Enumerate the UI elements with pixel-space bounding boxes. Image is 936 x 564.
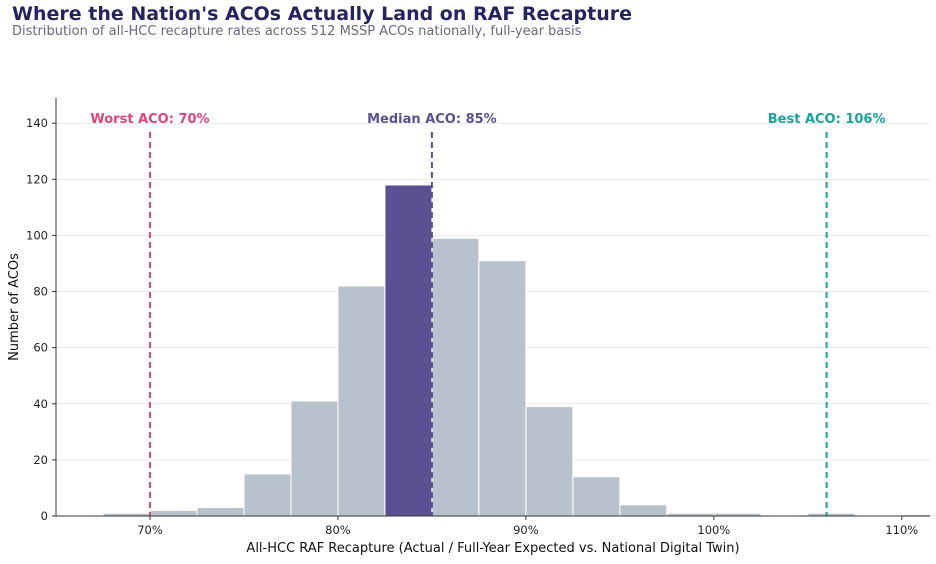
histogram-bar xyxy=(431,237,480,517)
chart-title: Where the Nation's ACOs Actually Land on… xyxy=(12,3,632,25)
x-tick-label: 80% xyxy=(325,523,351,537)
histogram-bar xyxy=(149,509,198,517)
histogram-bar xyxy=(243,473,292,517)
histogram-bar xyxy=(196,507,245,517)
y-tick-label: 60 xyxy=(33,341,48,355)
histogram-bar xyxy=(478,260,527,517)
histogram-bars xyxy=(102,184,936,517)
histogram-bar xyxy=(619,504,668,517)
y-axis-label: Number of ACOs xyxy=(7,253,22,361)
histogram-bar xyxy=(337,285,386,517)
y-tick-label: 40 xyxy=(33,397,48,411)
y-tick-label: 140 xyxy=(26,116,48,130)
x-tick-label: 90% xyxy=(513,523,539,537)
reference-lines: Worst ACO: 70% Median ACO: 85% Best ACO: 1… xyxy=(90,112,885,516)
histogram-bar xyxy=(572,476,621,517)
x-axis-label: All-HCC RAF Recapture (Actual / Full-Yea… xyxy=(246,541,739,556)
chart-subtitle: Distribution of all-HCC recapture rates … xyxy=(12,24,582,39)
y-tick-label: 100 xyxy=(26,228,48,242)
histogram-bar-median xyxy=(384,184,433,517)
best-aco-label: Best ACO: 106% xyxy=(768,112,886,127)
y-tick-label: 0 xyxy=(41,509,48,523)
histogram-bar xyxy=(290,400,339,517)
x-tick-label: 100% xyxy=(697,523,730,537)
median-aco-label: Median ACO: 85% xyxy=(367,112,497,127)
y-tick-label: 120 xyxy=(26,172,48,186)
y-tick-label: 80 xyxy=(33,285,48,299)
axes: 0 20 40 60 80 100 120 140 70% 80% 90% 100% 110% xyxy=(26,98,930,537)
gridlines xyxy=(56,122,930,461)
y-tick-label: 20 xyxy=(33,453,48,467)
histogram-bar xyxy=(525,406,574,517)
x-tick-label: 110% xyxy=(885,523,918,537)
worst-aco-label: Worst ACO: 70% xyxy=(90,112,209,127)
x-tick-label: 70% xyxy=(137,523,163,537)
